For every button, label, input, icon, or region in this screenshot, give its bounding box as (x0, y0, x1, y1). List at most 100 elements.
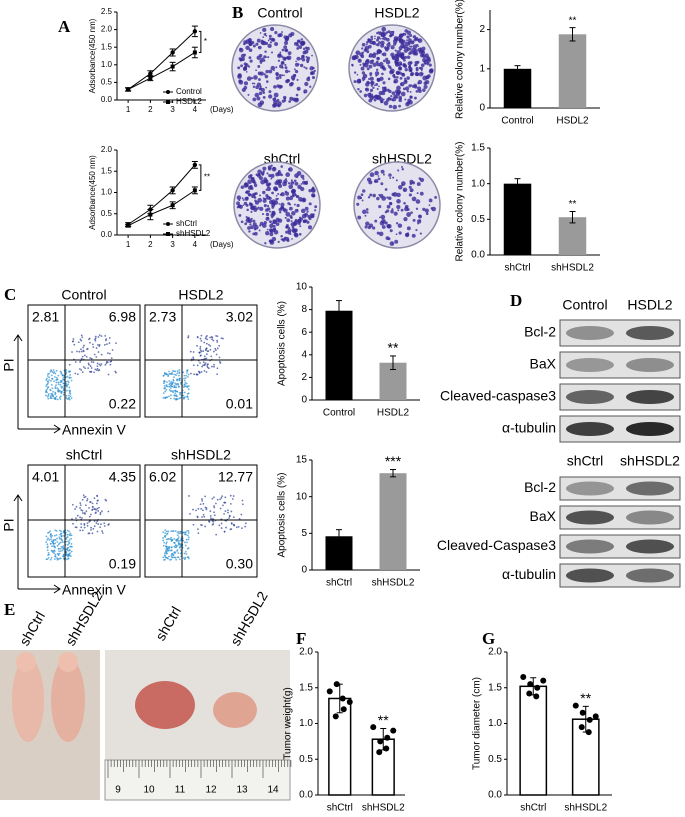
colony (388, 173, 392, 177)
colony (409, 45, 411, 48)
mouse (16, 652, 36, 672)
dot (56, 378, 58, 381)
colony (289, 196, 293, 201)
y-tick-label: 0 (301, 395, 307, 406)
dot (79, 516, 81, 519)
colony (365, 43, 368, 46)
dot (162, 392, 165, 394)
dot (50, 397, 53, 400)
dot (164, 536, 167, 538)
dot (109, 363, 112, 366)
dot (199, 349, 202, 352)
colony (379, 193, 384, 199)
dot (185, 374, 188, 377)
colony (284, 216, 287, 219)
colony (300, 57, 303, 60)
colony (304, 81, 309, 87)
axis-label: Annexin V (62, 582, 126, 598)
dot (93, 371, 96, 374)
dot (54, 376, 56, 378)
ruler-number: 14 (267, 785, 279, 796)
dot (216, 498, 219, 501)
colony (399, 76, 403, 80)
quadrant-value: 4.35 (109, 469, 136, 485)
colony (376, 78, 381, 82)
dot (58, 542, 61, 545)
colony (395, 70, 401, 75)
dot (95, 502, 98, 505)
dot (111, 349, 114, 351)
colony (400, 43, 405, 48)
colony (386, 224, 391, 229)
dot (99, 364, 102, 367)
legend-label: shHSDL2 (176, 229, 211, 238)
dot (227, 511, 229, 514)
blot-band (626, 422, 674, 436)
dot (50, 383, 53, 386)
dot (170, 555, 173, 558)
colony (302, 197, 305, 200)
dot (69, 552, 72, 554)
colony (403, 46, 406, 49)
dot (105, 362, 108, 365)
colony (291, 77, 295, 81)
colony (351, 63, 354, 67)
dot (57, 388, 60, 391)
dot (173, 394, 176, 397)
significance: ** (580, 690, 591, 706)
colony (304, 49, 309, 54)
dot (182, 539, 184, 542)
colony (376, 62, 380, 67)
dot (163, 558, 165, 561)
colony (421, 46, 426, 51)
colony (415, 229, 418, 232)
y-tick-label: 4 (301, 349, 307, 360)
colony (252, 97, 257, 102)
dot (187, 373, 190, 376)
dot (218, 524, 221, 527)
dot (202, 502, 205, 505)
dot (81, 517, 83, 519)
colony (377, 31, 380, 33)
colony (386, 196, 389, 199)
colony (277, 101, 282, 107)
dot (168, 395, 170, 398)
dot (97, 523, 100, 525)
colony (294, 62, 299, 67)
colony (364, 48, 367, 50)
colony (253, 75, 258, 80)
dot (200, 507, 203, 510)
dot (210, 517, 212, 520)
colony (291, 192, 297, 197)
dot (185, 385, 187, 388)
colony (238, 79, 242, 83)
colony (417, 89, 422, 94)
colony (299, 225, 302, 228)
dot (97, 351, 100, 353)
colony (278, 184, 283, 188)
colony (378, 97, 383, 102)
y-tick-label: 0.0 (488, 790, 502, 801)
colony (366, 50, 370, 54)
dot (176, 395, 179, 398)
colony (360, 54, 365, 59)
colony (424, 62, 427, 65)
dot (46, 375, 49, 377)
dot (100, 353, 103, 356)
colony (266, 204, 270, 208)
dot (49, 389, 52, 392)
colony (380, 214, 386, 220)
colony (397, 59, 400, 62)
colony (388, 41, 391, 44)
colony (278, 203, 281, 205)
colony (406, 208, 410, 211)
dot (184, 379, 186, 382)
significance: ** (204, 173, 210, 182)
colony (252, 85, 256, 89)
colony (259, 194, 262, 197)
dot (183, 377, 186, 380)
point (579, 709, 586, 716)
dot (175, 558, 178, 561)
dot (46, 380, 49, 383)
dot (213, 506, 216, 509)
